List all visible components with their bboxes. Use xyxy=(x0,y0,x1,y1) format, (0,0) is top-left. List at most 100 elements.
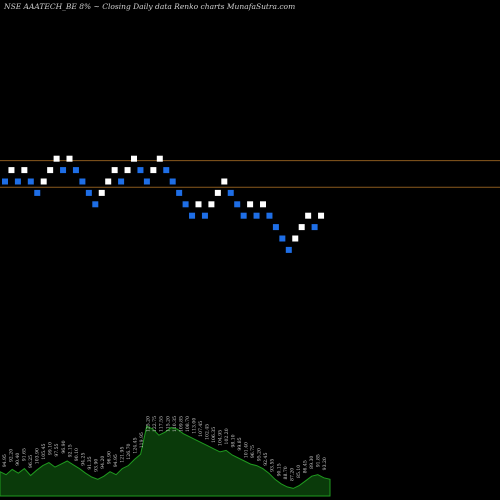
renko-brick-19 xyxy=(118,178,125,185)
volume-label-44: 88.70 xyxy=(283,466,289,479)
renko-brick-33 xyxy=(208,201,215,208)
renko-brick-2 xyxy=(8,167,15,174)
volume-label-15: 93.90 xyxy=(93,459,99,472)
volume-label-29: 108.70 xyxy=(185,416,191,432)
volume-label-25: 117.55 xyxy=(159,416,165,432)
volume-label-27: 110.35 xyxy=(172,416,178,432)
renko-brick-15 xyxy=(92,201,99,208)
volume-label-38: 101.40 xyxy=(244,442,250,458)
volume-label-50: 93.20 xyxy=(322,457,328,470)
volume-label-10: 96.90 xyxy=(61,440,67,453)
volume-label-22: 119.95 xyxy=(139,432,145,448)
renko-brick-47 xyxy=(298,224,305,231)
volume-label-7: 105.45 xyxy=(41,443,47,459)
renko-brick-29 xyxy=(182,201,189,208)
renko-brick-26 xyxy=(163,167,170,174)
volume-label-40: 95.20 xyxy=(257,448,263,461)
volume-label-18: 94.95 xyxy=(113,454,119,467)
volume-label-1: 94.95 xyxy=(2,454,8,467)
reference-lines xyxy=(0,160,500,188)
volume-label-46: 85.10 xyxy=(296,465,302,478)
volume-label-43: 90.15 xyxy=(276,463,282,476)
renko-brick-9 xyxy=(53,155,60,162)
renko-brick-13 xyxy=(79,178,86,185)
volume-label-30: 113.00 xyxy=(191,418,197,434)
renko-brick-17 xyxy=(105,178,112,185)
volume-label-3: 90.40 xyxy=(15,453,21,466)
volume-label-4: 91.65 xyxy=(22,448,28,461)
renko-brick-38 xyxy=(240,212,247,219)
renko-brick-7 xyxy=(40,178,47,185)
renko-brick-23 xyxy=(143,178,150,185)
volume-label-37: 99.85 xyxy=(237,437,243,450)
renko-brick-5 xyxy=(27,178,34,185)
volume-label-35: 102.20 xyxy=(224,428,230,444)
renko-brick-39 xyxy=(247,201,254,208)
volume-label-11: 92.15 xyxy=(67,444,73,457)
volume-label-5: 96.25 xyxy=(28,455,34,468)
renko-brick-16 xyxy=(98,189,105,196)
volume-label-20: 126.70 xyxy=(126,443,132,459)
renko-brick-44 xyxy=(279,235,286,242)
volume-label-24: 122.75 xyxy=(152,416,158,432)
volume-label-19: 121.95 xyxy=(120,447,126,463)
renko-bricks xyxy=(2,155,325,253)
renko-brick-42 xyxy=(266,212,273,219)
renko-brick-18 xyxy=(111,167,118,174)
volume-label-39: 96.75 xyxy=(250,445,256,458)
renko-brick-37 xyxy=(234,201,241,208)
volume-label-16: 94.20 xyxy=(100,456,106,469)
renko-brick-43 xyxy=(272,224,279,231)
renko-brick-20 xyxy=(124,167,131,174)
volume-label-6: 103.90 xyxy=(35,448,41,464)
renko-brick-31 xyxy=(195,201,202,208)
renko-brick-21 xyxy=(131,155,137,162)
renko-brick-24 xyxy=(150,167,157,174)
volume-label-23: 125.20 xyxy=(146,416,152,432)
renko-brick-8 xyxy=(47,167,54,174)
volume-label-41: 92.45 xyxy=(263,453,269,466)
chart-title: NSE AAATECH_BE 8% ~ Closing Daily data R… xyxy=(4,2,296,11)
renko-brick-45 xyxy=(285,246,292,253)
volume-label-9: 97.55 xyxy=(54,443,60,456)
volume-label-45: 87.20 xyxy=(289,468,295,481)
renko-brick-3 xyxy=(14,178,21,185)
renko-brick-41 xyxy=(260,201,266,208)
volume-label-14: 91.35 xyxy=(87,456,93,469)
renko-brick-28 xyxy=(176,189,183,196)
renko-brick-34 xyxy=(214,189,221,196)
volume-label-36: 98.10 xyxy=(231,434,237,447)
volume-label-34: 104.95 xyxy=(218,430,224,446)
volume-label-28: 109.85 xyxy=(178,416,184,432)
volume-label-8: 99.10 xyxy=(48,442,54,455)
volume-label-48: 89.30 xyxy=(309,456,315,469)
volume-label-21: 124.45 xyxy=(133,437,139,453)
volume-label-26: 115.20 xyxy=(165,416,171,432)
renko-brick-30 xyxy=(189,212,196,219)
renko-brick-4 xyxy=(21,167,28,174)
renko-brick-27 xyxy=(169,178,176,185)
volume-label-42: 93.55 xyxy=(270,459,276,472)
volume-label-17: 96.90 xyxy=(106,451,112,464)
volume-label-49: 91.85 xyxy=(315,454,321,467)
renko-brick-25 xyxy=(156,155,163,162)
renko-brick-10 xyxy=(60,167,67,174)
renko-brick-6 xyxy=(34,189,41,196)
renko-brick-36 xyxy=(227,189,234,196)
renko-brick-12 xyxy=(72,167,79,174)
volume-label-31: 107.45 xyxy=(198,421,204,437)
volume-label-32: 102.45 xyxy=(204,424,210,440)
renko-brick-50 xyxy=(318,212,325,219)
volume-label-2: 92.20 xyxy=(9,449,15,462)
volume-label-12: 90.10 xyxy=(74,448,80,461)
volume-panel xyxy=(0,425,331,497)
renko-brick-1 xyxy=(2,178,8,185)
renko-brick-35 xyxy=(221,178,228,185)
renko-brick-11 xyxy=(66,155,73,162)
volume-label-33: 106.35 xyxy=(211,427,217,443)
renko-brick-32 xyxy=(201,212,208,219)
volume-label-13: 94.25 xyxy=(80,453,86,466)
renko-brick-14 xyxy=(85,189,92,196)
